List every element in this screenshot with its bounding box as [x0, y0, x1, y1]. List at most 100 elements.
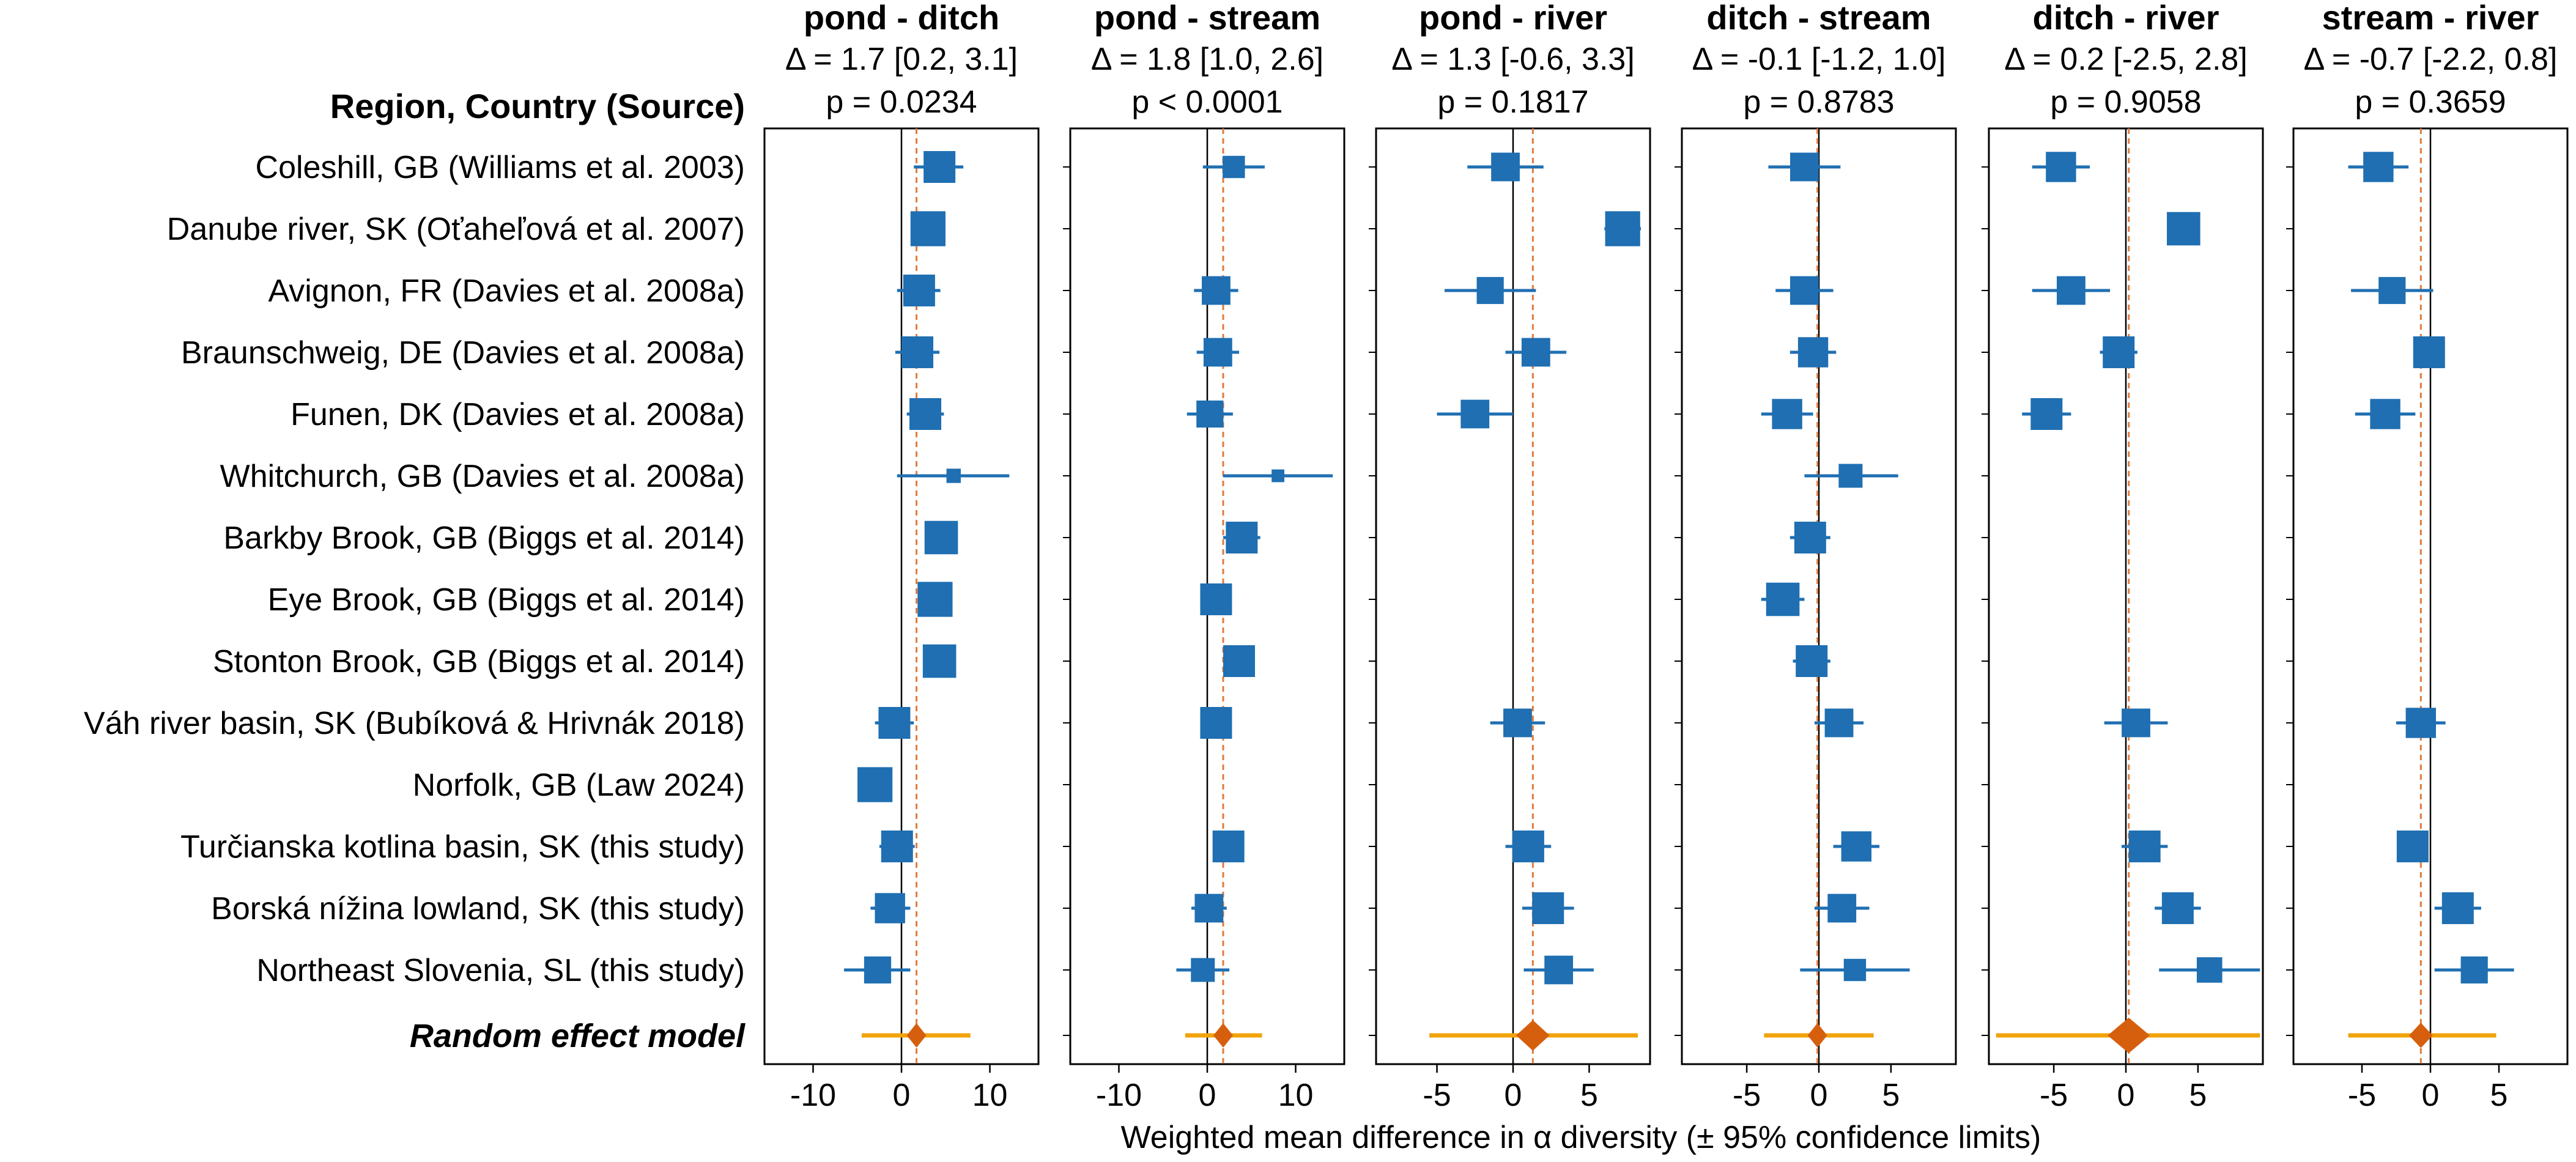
study-estimate-marker: [2370, 399, 2400, 429]
model-diamond: [2408, 1023, 2433, 1048]
study-estimate-marker: [946, 468, 961, 483]
study-estimate-marker: [1491, 152, 1520, 182]
panel: pond - stream Δ = 1.8 [1.0, 2.6] p < 0.000…: [1063, 0, 1345, 1113]
panel-p-value: p = 0.8783: [1743, 84, 1894, 120]
study-estimate-marker: [923, 151, 956, 183]
study-estimate-marker: [1797, 337, 1829, 368]
study-estimate-marker: [1271, 469, 1285, 483]
study-estimate-marker: [1766, 582, 1800, 616]
study-estimate-marker: [1772, 399, 1802, 429]
model-diamond: [1516, 1020, 1550, 1051]
study-estimate-marker: [1824, 708, 1854, 738]
x-tick-label: -5: [2040, 1078, 2068, 1113]
study-estimate-marker: [1532, 892, 1564, 924]
model-diamond: [2108, 1018, 2150, 1053]
row-label: Turčianska kotlina basin, SK (this study…: [180, 829, 745, 865]
row-label: Coleshill, GB (Williams et al. 2003): [256, 150, 745, 185]
panel-delta: Δ = -0.1 [-1.2, 1.0]: [1692, 42, 1946, 77]
study-estimate-marker: [1223, 155, 1245, 179]
study-estimate-marker: [1226, 522, 1258, 553]
study-estimate-marker: [2128, 831, 2161, 862]
row-label: Northeast Slovenia, SL (this study): [256, 953, 745, 988]
panel-p-value: p = 0.1817: [1437, 84, 1588, 120]
model-diamond: [1213, 1023, 1234, 1048]
study-estimate-marker: [1503, 708, 1532, 738]
study-estimate-marker: [1790, 276, 1819, 305]
x-tick-label: 0: [2422, 1078, 2440, 1113]
row-label: Váh river basin, SK (Bubíková & Hrivnák …: [84, 706, 745, 741]
study-estimate-marker: [2167, 212, 2200, 246]
panel-title: pond - river: [1419, 0, 1607, 37]
model-diamond: [906, 1023, 927, 1048]
study-estimate-marker: [1605, 211, 1640, 246]
study-estimate-marker: [917, 582, 953, 617]
panel-title: ditch - river: [2033, 0, 2219, 37]
x-tick-label: 0: [1810, 1078, 1828, 1113]
study-estimate-marker: [2057, 276, 2086, 305]
x-tick-label: 10: [1278, 1078, 1314, 1113]
row-label: Norfolk, GB (Law 2024): [413, 768, 745, 803]
study-estimate-marker: [1191, 958, 1215, 982]
study-estimate-marker: [857, 767, 893, 802]
study-estimate-marker: [2396, 831, 2429, 862]
x-tick-label: 10: [972, 1078, 1008, 1113]
study-estimate-marker: [1796, 645, 1828, 677]
study-estimate-marker: [2196, 957, 2223, 983]
panel-delta: Δ = 1.7 [0.2, 3.1]: [785, 42, 1018, 77]
row-header: Region, Country (Source): [330, 87, 745, 125]
study-estimate-marker: [1460, 399, 1490, 429]
study-estimate-marker: [1827, 894, 1857, 923]
study-estimate-marker: [864, 956, 892, 984]
study-estimate-marker: [1544, 955, 1574, 985]
panel-delta: Δ = 1.3 [-0.6, 3.3]: [1391, 42, 1635, 77]
panel-p-value: p = 0.3659: [2355, 84, 2506, 120]
x-tick-label: 0: [1199, 1078, 1216, 1113]
x-tick-label: 0: [2117, 1078, 2135, 1113]
study-estimate-marker: [903, 275, 935, 306]
study-estimate-marker: [1790, 152, 1819, 182]
x-tick-label: -5: [1733, 1078, 1761, 1113]
row-label: Danube river, SK (Oťaheľová et al. 2007): [167, 212, 745, 247]
study-estimate-marker: [1476, 276, 1504, 305]
row-label: Barkby Brook, GB (Biggs et al. 2014): [223, 520, 745, 556]
study-estimate-marker: [1841, 831, 1872, 862]
study-estimate-marker: [875, 893, 905, 923]
study-estimate-marker: [1838, 464, 1863, 488]
panels: pond - ditch Δ = 1.7 [0.2, 3.1] p = 0.0234…: [763, 0, 2569, 1113]
panel-p-value: p = 0.0234: [826, 84, 977, 120]
study-estimate-marker: [1843, 958, 1867, 982]
model-diamond: [1807, 1023, 1827, 1048]
study-estimate-marker: [910, 211, 946, 246]
x-tick-label: 5: [1882, 1078, 1900, 1113]
study-estimate-marker: [2405, 708, 2437, 738]
panel-delta: Δ = -0.7 [-2.2, 0.8]: [2304, 42, 2558, 77]
study-estimate-marker: [2030, 398, 2063, 430]
x-tick-label: -10: [790, 1078, 836, 1113]
study-estimate-marker: [2161, 892, 2194, 924]
study-estimate-marker: [901, 336, 934, 368]
row-label: Borská nížina lowland, SK (this study): [211, 891, 745, 927]
study-estimate-marker: [881, 831, 913, 862]
study-estimate-marker: [2413, 336, 2445, 368]
study-estimate-marker: [2378, 276, 2406, 305]
row-label: Funen, DK (Davies et al. 2008a): [291, 397, 745, 432]
panel-p-value: p = 0.9058: [2050, 84, 2201, 120]
study-estimate-marker: [1200, 707, 1232, 739]
study-estimate-marker: [878, 707, 911, 739]
study-estimate-marker: [1194, 894, 1224, 923]
model-row-label: Random effect model: [410, 1018, 746, 1054]
x-tick-label: 0: [1505, 1078, 1522, 1113]
study-estimate-marker: [1794, 522, 1826, 553]
x-tick-label: -10: [1096, 1078, 1142, 1113]
study-estimate-marker: [1196, 400, 1224, 428]
panel: pond - ditch Δ = 1.7 [0.2, 3.1] p = 0.0234…: [763, 0, 1040, 1113]
row-label: Stonton Brook, GB (Biggs et al. 2014): [213, 644, 745, 679]
row-label: Avignon, FR (Davies et al. 2008a): [268, 273, 745, 309]
panel: ditch - river Δ = 0.2 [-2.5, 2.8] p = 0.90…: [1982, 0, 2264, 1113]
panel-delta: Δ = 0.2 [-2.5, 2.8]: [2004, 42, 2248, 77]
study-estimate-marker: [922, 644, 957, 678]
study-estimate-marker: [2122, 708, 2150, 738]
study-estimate-marker: [909, 398, 942, 430]
row-labels: Region, Country (Source) Coleshill, GB (W…: [84, 87, 746, 1054]
